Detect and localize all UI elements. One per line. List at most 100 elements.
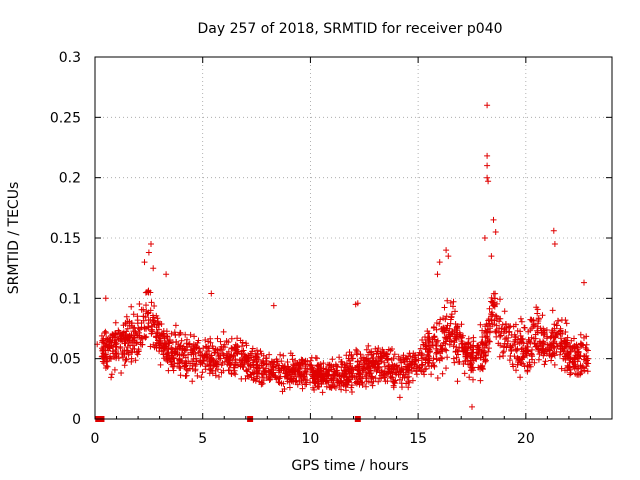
data-point xyxy=(312,354,319,361)
data-point xyxy=(149,317,156,323)
data-point xyxy=(227,362,234,368)
data-point xyxy=(150,265,157,272)
data-point xyxy=(374,363,381,370)
data-point xyxy=(153,345,160,351)
data-point xyxy=(309,371,316,378)
data-point xyxy=(439,370,446,377)
data-point xyxy=(473,349,480,356)
data-point xyxy=(254,373,261,380)
data-point xyxy=(137,341,144,348)
data-point xyxy=(249,345,256,352)
data-point xyxy=(483,333,490,340)
data-point xyxy=(205,348,212,355)
data-point xyxy=(376,369,383,376)
data-point xyxy=(149,328,156,335)
data-point xyxy=(237,356,244,363)
data-point xyxy=(217,338,224,345)
data-point xyxy=(581,334,587,341)
data-point xyxy=(232,359,239,366)
data-point xyxy=(187,331,194,338)
data-point xyxy=(242,352,248,359)
data-point xyxy=(258,381,265,388)
data-point xyxy=(450,303,456,310)
data-point xyxy=(250,377,257,384)
data-point xyxy=(322,375,328,382)
data-point xyxy=(514,361,521,368)
data-point xyxy=(112,319,119,326)
data-point xyxy=(400,371,407,378)
x-tick-label: 0 xyxy=(91,431,100,447)
data-point xyxy=(220,328,227,335)
data-point xyxy=(108,371,115,378)
data-point xyxy=(487,323,493,330)
data-point xyxy=(395,353,402,360)
data-point xyxy=(265,374,272,381)
data-point xyxy=(199,369,206,376)
data-point xyxy=(462,353,469,360)
data-point xyxy=(433,320,440,326)
data-point xyxy=(231,344,238,351)
data-point xyxy=(119,354,126,361)
data-point xyxy=(143,333,150,340)
data-point xyxy=(113,350,120,357)
data-point xyxy=(136,329,142,336)
data-point xyxy=(451,359,458,366)
data-point xyxy=(433,349,440,356)
data-point xyxy=(179,359,185,365)
data-point xyxy=(303,368,310,375)
data-point xyxy=(526,359,533,366)
data-point xyxy=(491,303,498,310)
data-point xyxy=(475,364,482,371)
data-point xyxy=(571,345,578,352)
data-point xyxy=(582,344,589,351)
data-point xyxy=(553,322,560,329)
data-point xyxy=(405,384,412,391)
data-point xyxy=(132,357,139,364)
data-point xyxy=(549,327,556,334)
data-point xyxy=(356,367,363,374)
data-point xyxy=(276,362,282,369)
data-point xyxy=(214,350,221,357)
data-point xyxy=(260,377,267,384)
data-point xyxy=(521,324,528,331)
data-point xyxy=(535,356,542,363)
data-point xyxy=(470,376,476,383)
data-point xyxy=(448,311,455,318)
data-points xyxy=(94,102,592,410)
data-point xyxy=(356,374,363,381)
data-point xyxy=(182,360,189,367)
data-point xyxy=(292,366,299,373)
data-point xyxy=(232,341,239,348)
data-point xyxy=(365,342,372,349)
data-point xyxy=(553,348,560,355)
data-point xyxy=(511,353,518,360)
data-point xyxy=(396,394,403,401)
data-point xyxy=(332,361,339,368)
data-point xyxy=(424,345,431,352)
data-point xyxy=(126,337,133,344)
data-point xyxy=(532,335,539,342)
data-point xyxy=(529,346,535,353)
data-point xyxy=(354,300,361,307)
data-point xyxy=(409,377,416,384)
data-point xyxy=(253,364,260,371)
data-point xyxy=(336,383,343,389)
data-point xyxy=(115,355,122,362)
data-point xyxy=(520,360,527,367)
data-point xyxy=(525,348,532,355)
data-point xyxy=(202,343,209,350)
data-point xyxy=(391,380,398,387)
data-point xyxy=(450,343,457,350)
data-point xyxy=(299,385,306,392)
data-point xyxy=(327,384,334,391)
data-point xyxy=(251,356,258,363)
data-point xyxy=(283,366,290,373)
data-point xyxy=(571,335,577,342)
data-point xyxy=(444,354,451,361)
data-point xyxy=(362,357,369,363)
data-point xyxy=(399,384,405,391)
data-point xyxy=(492,328,499,335)
data-point xyxy=(202,363,209,370)
data-point xyxy=(177,330,184,337)
data-point xyxy=(159,341,166,347)
